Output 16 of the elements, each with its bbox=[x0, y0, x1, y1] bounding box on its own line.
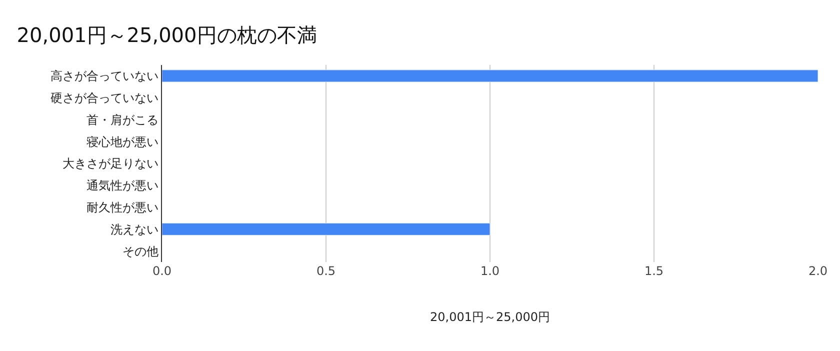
y-tick-label: 高さが合っていない bbox=[50, 69, 159, 84]
y-tick-label: 洗えない bbox=[110, 222, 159, 236]
x-tick-label: 1.0 bbox=[480, 264, 500, 278]
x-tick-label: 1.5 bbox=[644, 264, 664, 278]
x-tick-label: 2.0 bbox=[808, 264, 828, 278]
y-tick-label: 大きさが足りない bbox=[62, 156, 159, 171]
x-axis-title: 20,001円～25,000円 bbox=[430, 310, 550, 324]
y-tick-label: 寝心地が悪い bbox=[86, 134, 159, 149]
y-tick-label: その他 bbox=[122, 244, 159, 258]
chart-title: 20,001円～25,000円の枕の不満 bbox=[16, 23, 317, 48]
y-tick-label: 硬さが合っていない bbox=[50, 91, 159, 106]
x-tick-label: 0.5 bbox=[316, 264, 336, 278]
x-tick-label: 0.0 bbox=[152, 264, 172, 278]
y-tick-label: 首・肩がこる bbox=[86, 112, 159, 127]
y-tick-label: 耐久性が悪い bbox=[86, 200, 159, 214]
y-tick-label: 通気性が悪い bbox=[86, 178, 159, 193]
